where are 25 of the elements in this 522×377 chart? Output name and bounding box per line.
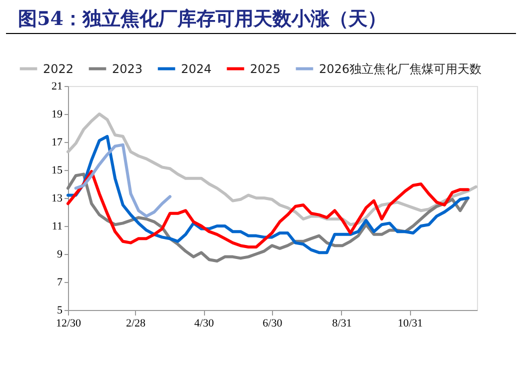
x-tick-label: 4/30 [194,318,214,330]
y-tick-label: 9 [57,248,63,260]
x-tick-label: 12/30 [56,318,82,330]
y-tick-label: 7 [57,276,63,288]
y-tick-label: 11 [52,220,62,232]
line-series [66,170,470,248]
legend-label: 2023 [112,62,143,76]
x-tick-label: 6/30 [262,318,283,330]
x-tick-label: 2/28 [126,318,146,330]
y-tick-label: 19 [52,108,63,120]
line-series [74,143,172,218]
line-series [66,134,470,254]
legend-label: 2024 [181,62,212,76]
x-tick-label: 8/31 [332,318,352,330]
legend-label: 2022 [43,62,74,76]
y-tick-label: 13 [52,192,63,204]
legend-label: 2026独立焦化厂焦煤可用天数 [319,62,482,76]
line-series [66,112,478,226]
y-tick-label: 5 [57,304,63,316]
y-tick-label: 21 [52,80,62,92]
x-tick-label: 10/31 [398,318,423,330]
y-tick-label: 15 [52,164,63,176]
legend-label: 2025 [250,62,281,76]
y-tick-label: 17 [52,136,63,148]
chart-title: 图54：独立焦化厂库存可用天数小涨（天） [18,7,386,32]
